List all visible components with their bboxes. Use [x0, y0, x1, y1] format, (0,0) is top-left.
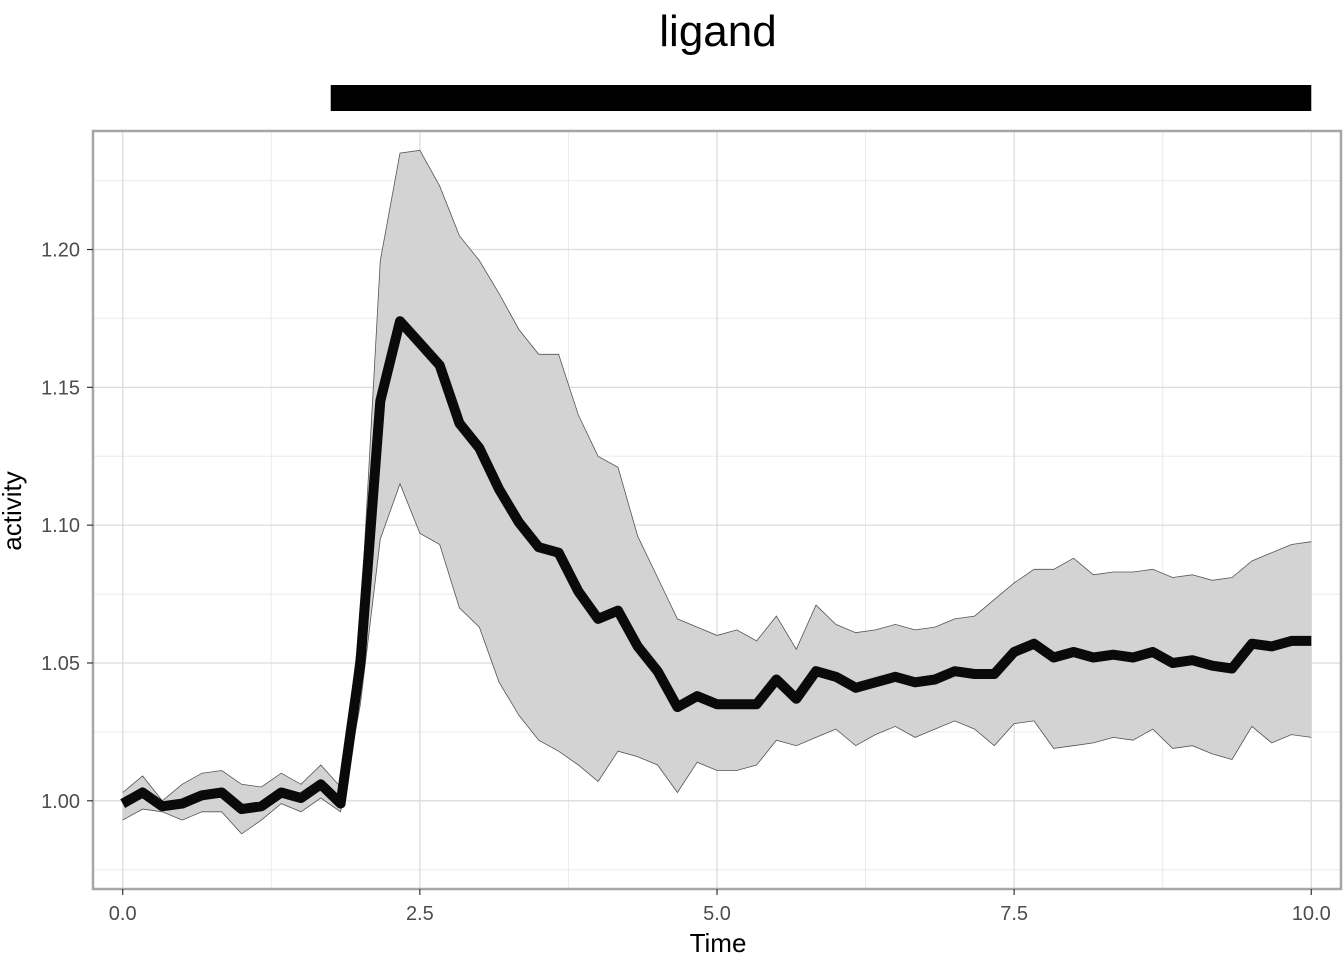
x-tick-label: 10.0 — [1292, 903, 1331, 925]
y-tick-label: 1.10 — [41, 515, 80, 537]
confidence-ribbon — [122, 150, 1312, 834]
y-tick-label: 1.20 — [41, 240, 80, 262]
x-axis-label: Time — [690, 928, 747, 958]
confidence-ribbon-layer — [122, 149, 1312, 835]
mean-activity-line — [120, 316, 1312, 815]
ribbon-upper-edge — [122, 149, 1312, 802]
chart-title: ligand — [659, 7, 776, 56]
tick-layer: 0.0 2.5 5.0 7.5 10.0 1.00 1.05 1.10 1.15 1.20 — [41, 240, 1331, 925]
x-tick-label: 7.5 — [1000, 903, 1028, 925]
mean-line-layer — [120, 316, 1312, 815]
y-tick-label: 1.00 — [41, 791, 80, 813]
y-tick-label: 1.05 — [41, 653, 80, 675]
y-axis-label: activity — [0, 471, 27, 550]
x-tick-label: 0.0 — [109, 903, 137, 925]
y-tick-label: 1.15 — [41, 377, 80, 399]
x-tick-label: 2.5 — [406, 903, 434, 925]
stimulus-bar — [330, 85, 1312, 111]
x-tick-label: 5.0 — [703, 903, 731, 925]
ribbon-lower-edge — [122, 482, 1312, 835]
